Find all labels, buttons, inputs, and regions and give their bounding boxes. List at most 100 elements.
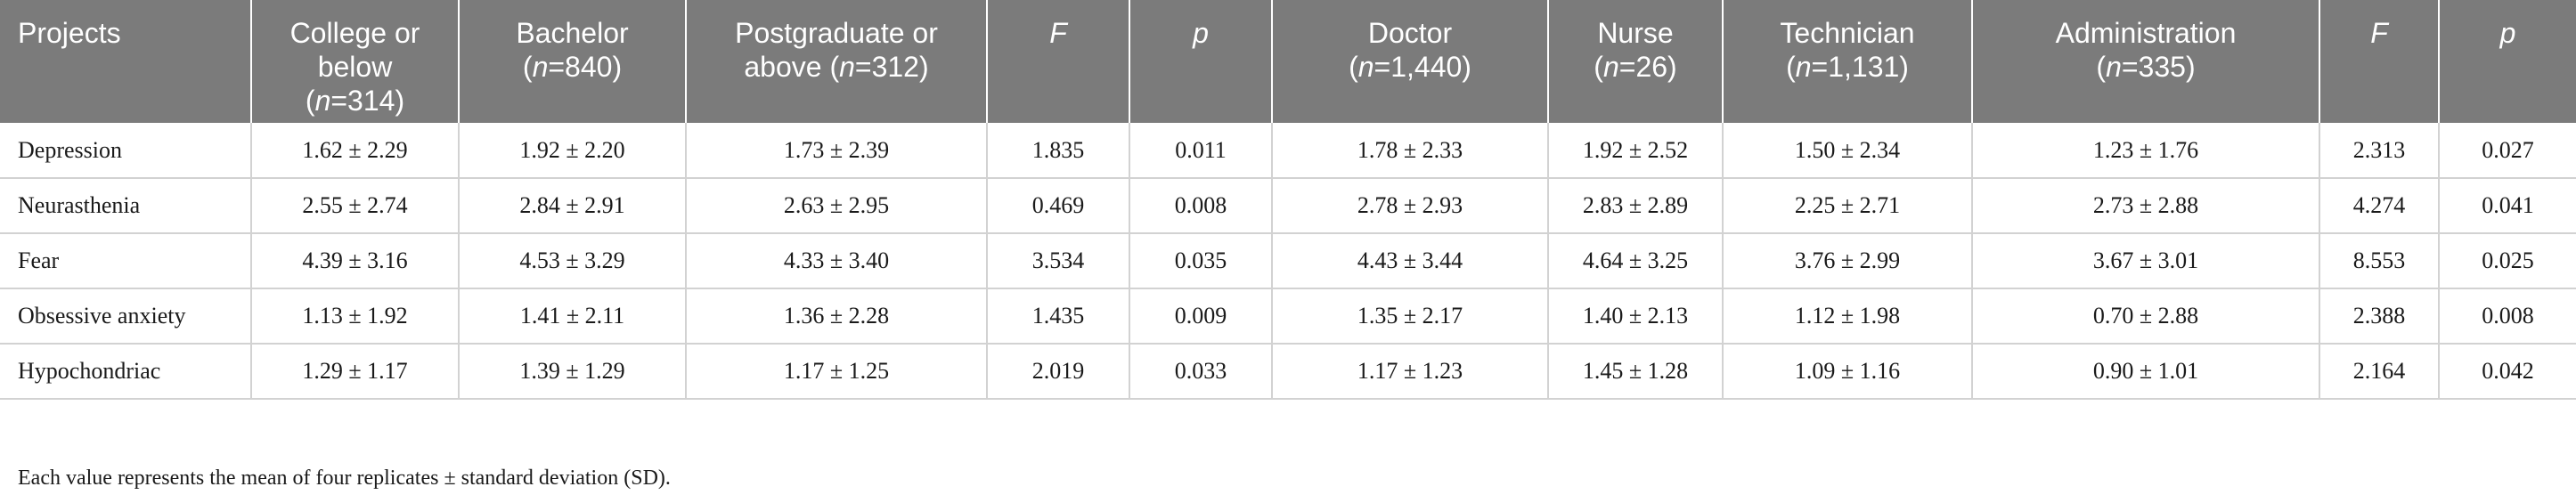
column-header-technician: Technician (n=1,131) bbox=[1723, 0, 1973, 123]
table-cell: 0.90 ± 1.01 bbox=[1972, 344, 2320, 400]
table-cell: 1.17 ± 1.25 bbox=[686, 344, 988, 400]
table-cell: 1.92 ± 2.52 bbox=[1548, 123, 1724, 179]
table-cell: 1.50 ± 2.34 bbox=[1723, 123, 1973, 179]
table-cell: 1.23 ± 1.76 bbox=[1972, 123, 2320, 179]
table-cell: 1.435 bbox=[987, 288, 1130, 345]
table-cell: 1.835 bbox=[987, 123, 1130, 179]
column-header-projects: Projects bbox=[0, 0, 252, 123]
header-text: =314) bbox=[330, 85, 405, 117]
table-cell: 4.33 ± 3.40 bbox=[686, 233, 988, 289]
table-row: Fear 4.39 ± 3.16 4.53 ± 3.29 4.33 ± 3.40 3.5… bbox=[0, 233, 2576, 289]
table-cell: 1.36 ± 2.28 bbox=[686, 288, 988, 345]
table-cell: 2.63 ± 2.95 bbox=[686, 178, 988, 234]
table-cell: 2.25 ± 2.71 bbox=[1723, 178, 1973, 234]
table-cell: 4.53 ± 3.29 bbox=[459, 233, 687, 289]
table-cell: 0.041 bbox=[2439, 178, 2576, 234]
table-cell: 1.92 ± 2.20 bbox=[459, 123, 687, 179]
header-text: ( bbox=[1594, 51, 1603, 83]
row-label: Fear bbox=[0, 233, 252, 289]
table-cell: 2.164 bbox=[2319, 344, 2440, 400]
table-body: Depression 1.62 ± 2.29 1.92 ± 2.20 1.73 ± 2… bbox=[0, 123, 2576, 400]
header-italic-symbol: p bbox=[1193, 17, 1209, 49]
header-line: below bbox=[261, 50, 449, 84]
header-text: Technician bbox=[1780, 17, 1915, 49]
table-cell: 3.76 ± 2.99 bbox=[1723, 233, 1973, 289]
table-cell: 1.62 ± 2.29 bbox=[251, 123, 460, 179]
table-cell: 0.70 ± 2.88 bbox=[1972, 288, 2320, 345]
table-row: Obsessive anxiety 1.13 ± 1.92 1.41 ± 2.11 1… bbox=[0, 288, 2576, 345]
column-header-p2: p bbox=[2439, 0, 2576, 123]
table-cell: 0.008 bbox=[2439, 288, 2576, 345]
table-cell: 4.64 ± 3.25 bbox=[1548, 233, 1724, 289]
column-header-bachelor: Bachelor (n=840) bbox=[459, 0, 687, 123]
header-text: =840) bbox=[548, 51, 623, 83]
table-cell: 2.019 bbox=[987, 344, 1130, 400]
table-cell: 8.553 bbox=[2319, 233, 2440, 289]
row-label: Obsessive anxiety bbox=[0, 288, 252, 345]
header-line: (n=840) bbox=[469, 50, 676, 84]
header-line: (n=335) bbox=[1982, 50, 2310, 84]
header-line: p bbox=[1139, 16, 1262, 50]
results-table-container: Projects College or below (n=314) Bachelor (n… bbox=[0, 0, 2576, 400]
table-cell: 0.025 bbox=[2439, 233, 2576, 289]
header-italic-symbol: n bbox=[1602, 51, 1619, 83]
header-line: above (n=312) bbox=[696, 50, 977, 84]
header-text: ( bbox=[305, 85, 315, 117]
header-line: College or bbox=[261, 16, 449, 50]
table-cell: 0.009 bbox=[1129, 288, 1273, 345]
header-line: Nurse bbox=[1558, 16, 1713, 50]
header-line: (n=26) bbox=[1558, 50, 1713, 84]
header-text: ( bbox=[2096, 51, 2107, 83]
header-text: College or bbox=[289, 17, 420, 49]
table-cell: 0.027 bbox=[2439, 123, 2576, 179]
header-italic-symbol: n bbox=[532, 51, 549, 83]
table-cell: 2.84 ± 2.91 bbox=[459, 178, 687, 234]
row-label: Depression bbox=[0, 123, 252, 179]
header-text: Nurse bbox=[1597, 17, 1674, 49]
table-cell: 1.29 ± 1.17 bbox=[251, 344, 460, 400]
header-text: =335) bbox=[2121, 51, 2196, 83]
table-cell: 1.40 ± 2.13 bbox=[1548, 288, 1724, 345]
header-text: ( bbox=[522, 51, 533, 83]
header-line: Doctor bbox=[1282, 16, 1538, 50]
header-text: Bachelor bbox=[516, 17, 629, 49]
header-line: Bachelor bbox=[469, 16, 676, 50]
header-text: =1,440) bbox=[1374, 51, 1471, 83]
table-cell: 0.008 bbox=[1129, 178, 1273, 234]
header-italic-symbol: n bbox=[314, 85, 331, 117]
header-line: F bbox=[997, 16, 1120, 50]
table-footnote: Each value represents the mean of four r… bbox=[18, 466, 671, 490]
table-row: Neurasthenia 2.55 ± 2.74 2.84 ± 2.91 2.63 ±… bbox=[0, 178, 2576, 234]
header-line: Postgraduate or bbox=[696, 16, 977, 50]
header-italic-symbol: F bbox=[1049, 17, 1067, 49]
table-header: Projects College or below (n=314) Bachelor (n… bbox=[0, 0, 2576, 123]
table-cell: 1.13 ± 1.92 bbox=[251, 288, 460, 345]
table-cell: 3.67 ± 3.01 bbox=[1972, 233, 2320, 289]
column-header-postgraduate: Postgraduate or above (n=312) bbox=[686, 0, 988, 123]
row-label: Hypochondriac bbox=[0, 344, 252, 400]
header-row: Projects College or below (n=314) Bachelor (n… bbox=[0, 0, 2576, 123]
table-cell: 1.45 ± 1.28 bbox=[1548, 344, 1724, 400]
table-cell: 4.274 bbox=[2319, 178, 2440, 234]
header-italic-symbol: p bbox=[2499, 17, 2516, 49]
column-header-doctor: Doctor (n=1,440) bbox=[1272, 0, 1549, 123]
header-line: F bbox=[2329, 16, 2429, 50]
header-text: =312) bbox=[854, 51, 929, 83]
header-line: Projects bbox=[18, 16, 241, 50]
column-header-college: College or below (n=314) bbox=[251, 0, 460, 123]
table-cell: 2.388 bbox=[2319, 288, 2440, 345]
header-text: Administration bbox=[2055, 17, 2237, 49]
header-line: p bbox=[2449, 16, 2567, 50]
header-text: Doctor bbox=[1367, 17, 1453, 49]
table-cell: 3.534 bbox=[987, 233, 1130, 289]
table-cell: 0.469 bbox=[987, 178, 1130, 234]
table-cell: 0.042 bbox=[2439, 344, 2576, 400]
table-cell: 4.43 ± 3.44 bbox=[1272, 233, 1549, 289]
table-cell: 1.73 ± 2.39 bbox=[686, 123, 988, 179]
header-italic-symbol: n bbox=[1795, 51, 1812, 83]
table-cell: 1.09 ± 1.16 bbox=[1723, 344, 1973, 400]
table-cell: 1.41 ± 2.11 bbox=[459, 288, 687, 345]
table-cell: 2.73 ± 2.88 bbox=[1972, 178, 2320, 234]
table-cell: 1.17 ± 1.23 bbox=[1272, 344, 1549, 400]
table-cell: 4.39 ± 3.16 bbox=[251, 233, 460, 289]
